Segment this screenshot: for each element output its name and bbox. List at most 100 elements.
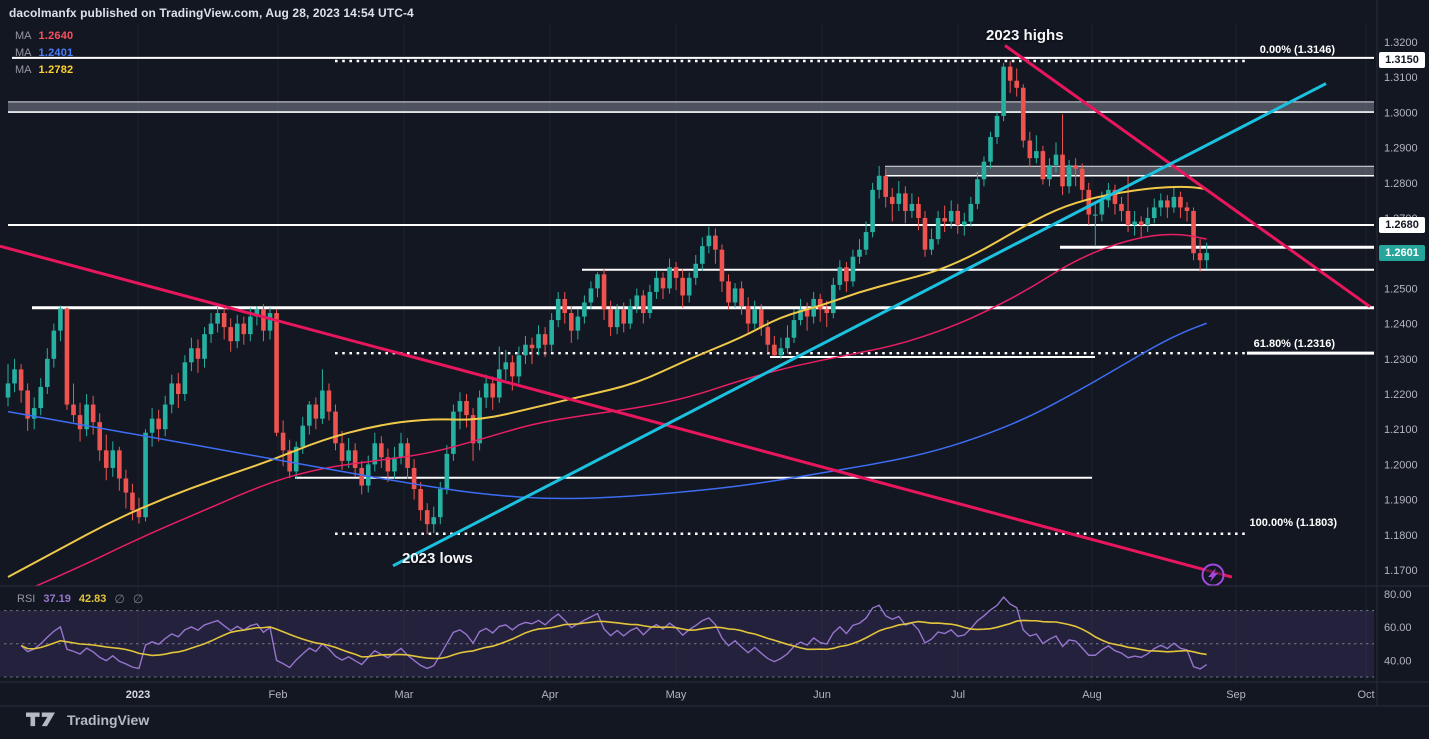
candle bbox=[1073, 165, 1078, 169]
candle bbox=[438, 489, 443, 518]
candle bbox=[202, 334, 207, 359]
downtrend-from-2022-high[interactable] bbox=[0, 244, 1233, 579]
candle bbox=[719, 249, 725, 282]
publish-info: dacolmanfx published on TradingView.com,… bbox=[9, 6, 414, 20]
ma-legend-row-3[interactable]: MA 1.2782 bbox=[15, 61, 73, 78]
candle bbox=[988, 137, 993, 162]
candle bbox=[981, 161, 987, 180]
rsi-legend[interactable]: RSI 37.19 42.83 ∅ ∅ bbox=[17, 592, 143, 606]
candle bbox=[248, 316, 253, 335]
candle bbox=[1047, 165, 1052, 180]
candle bbox=[962, 221, 967, 226]
candle bbox=[660, 277, 666, 289]
candle bbox=[922, 218, 928, 250]
candle bbox=[916, 203, 921, 218]
candle bbox=[431, 517, 437, 525]
time-tick-label: Mar bbox=[395, 689, 414, 701]
candle bbox=[555, 298, 561, 321]
candle bbox=[785, 337, 790, 349]
candle bbox=[477, 397, 482, 444]
candle bbox=[1184, 207, 1190, 211]
candle bbox=[1040, 151, 1046, 180]
downtrend-from-2023-high[interactable] bbox=[1004, 44, 1371, 308]
ma-blue bbox=[7, 322, 1207, 500]
price-badge-13150: 1.3150 bbox=[1379, 52, 1425, 68]
candle bbox=[693, 263, 699, 278]
candle bbox=[745, 306, 751, 324]
candle bbox=[863, 232, 869, 250]
candle bbox=[647, 291, 653, 314]
candle bbox=[182, 362, 188, 394]
price-tick-label: 1.2400 bbox=[1384, 319, 1418, 331]
candle bbox=[817, 298, 823, 310]
candle bbox=[372, 443, 378, 465]
candle bbox=[12, 369, 17, 384]
fib-label-0: 0.00% (1.3146) bbox=[1259, 44, 1335, 56]
time-tick-label: Feb bbox=[269, 689, 288, 701]
price-pane[interactable] bbox=[0, 44, 1374, 599]
rsi-ma-line bbox=[20, 619, 1207, 660]
candle bbox=[955, 210, 961, 226]
candle bbox=[320, 390, 325, 419]
ma-crimson bbox=[34, 233, 1207, 586]
candle bbox=[1191, 210, 1196, 254]
rsi-empty-icon[interactable]: ∅ bbox=[114, 592, 125, 606]
rsi-pane[interactable] bbox=[0, 595, 1374, 678]
candle bbox=[621, 309, 626, 324]
time-axis[interactable] bbox=[0, 682, 1377, 706]
candle bbox=[496, 369, 502, 398]
candle bbox=[903, 193, 908, 211]
tradingview-attribution[interactable]: TradingView bbox=[26, 711, 149, 728]
candle bbox=[850, 256, 856, 282]
price-tick-label: 1.3100 bbox=[1384, 72, 1418, 84]
candle bbox=[1178, 196, 1183, 208]
price-tick-label: 1.1900 bbox=[1384, 495, 1418, 507]
candle bbox=[1079, 168, 1085, 190]
candle bbox=[64, 308, 70, 405]
ma-label: MA bbox=[15, 46, 32, 59]
candle bbox=[935, 218, 941, 240]
lightning-icon[interactable] bbox=[1201, 563, 1225, 587]
candle bbox=[1099, 200, 1105, 215]
price-axis[interactable] bbox=[1377, 0, 1429, 682]
candle bbox=[352, 450, 358, 468]
candle bbox=[339, 443, 345, 461]
candle bbox=[1053, 154, 1059, 166]
candle bbox=[536, 334, 541, 349]
candle bbox=[791, 320, 797, 338]
candle bbox=[804, 309, 810, 317]
price-tick-label: 1.2000 bbox=[1384, 459, 1418, 471]
price-tick-label: 1.2500 bbox=[1384, 283, 1418, 295]
candle bbox=[562, 298, 568, 314]
candle bbox=[516, 355, 522, 377]
candle bbox=[713, 235, 718, 250]
candle bbox=[267, 313, 273, 331]
price-badge-12680: 1.2680 bbox=[1379, 217, 1425, 233]
candle bbox=[287, 450, 292, 472]
candle bbox=[346, 450, 351, 461]
price-tick-label: 1.2800 bbox=[1384, 178, 1418, 190]
candle bbox=[942, 218, 947, 222]
time-tick-label: Apr bbox=[541, 689, 558, 701]
candle bbox=[300, 425, 306, 447]
candle bbox=[889, 196, 895, 204]
candle bbox=[451, 411, 456, 454]
candle bbox=[883, 175, 888, 197]
candle bbox=[457, 401, 463, 412]
rsi-empty-icon[interactable]: ∅ bbox=[132, 592, 144, 606]
ma-legend-row-2[interactable]: MA 1.2401 bbox=[15, 44, 73, 61]
candle bbox=[25, 390, 30, 419]
uptrend-from-2023-low[interactable] bbox=[392, 82, 1327, 568]
candle bbox=[136, 510, 142, 518]
tradingview-wordmark: TradingView bbox=[67, 711, 150, 728]
candle bbox=[293, 446, 299, 472]
ma-legend-row-1[interactable]: MA 1.2640 bbox=[15, 27, 73, 44]
candle bbox=[739, 288, 744, 306]
candle bbox=[1027, 140, 1033, 159]
resistance-zone bbox=[8, 101, 1374, 113]
price-tick-label: 1.3000 bbox=[1384, 107, 1418, 119]
time-tick-label: Jul bbox=[951, 689, 965, 701]
candle bbox=[280, 432, 286, 451]
